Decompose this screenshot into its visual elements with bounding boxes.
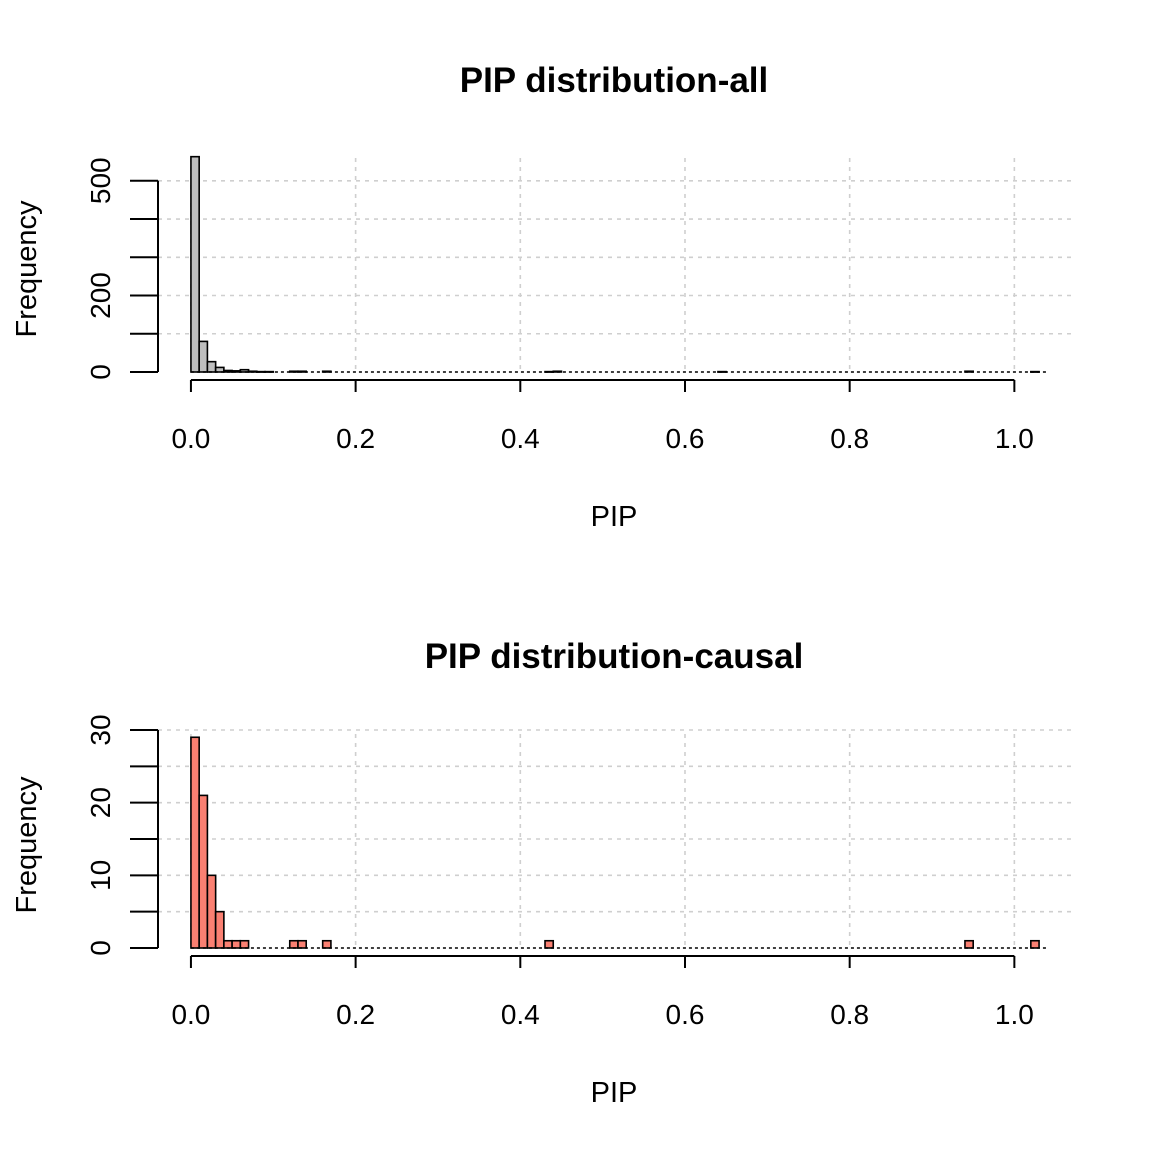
x-tick-label: 0.8 (830, 423, 869, 454)
grid-lines (158, 158, 1072, 372)
x-tick-label: 0.8 (830, 999, 869, 1030)
x-tick-label: 0.2 (336, 423, 375, 454)
chart-title: PIP distribution-all (460, 61, 769, 100)
histogram-bar (190, 736, 200, 949)
histogram-bar (198, 794, 209, 949)
histogram-bar (206, 360, 217, 373)
y-tick-label: 200 (85, 272, 116, 319)
bars (190, 736, 1040, 949)
y-tick-label: 0 (85, 364, 116, 380)
histogram-bar (321, 939, 332, 949)
y-axis-label: Frequency (11, 776, 43, 914)
bars (190, 155, 1040, 373)
histogram-bar (206, 874, 217, 949)
x-tick-label: 1.0 (995, 423, 1034, 454)
x-axis-label: PIP (591, 1077, 638, 1109)
histogram-bar (544, 939, 555, 949)
y-tick-label: 10 (85, 860, 116, 891)
y-axis: 0 200 500 (85, 157, 159, 380)
x-tick-label: 0.4 (501, 999, 540, 1030)
grid-lines (158, 729, 1072, 948)
y-tick-label: 0 (85, 940, 116, 956)
y-tick-label: 30 (85, 714, 116, 745)
chart-title: PIP distribution-causal (425, 637, 804, 676)
x-tick-label: 0.0 (171, 423, 210, 454)
y-axis: 0 10 20 30 (85, 714, 159, 956)
x-axis-label: PIP (591, 501, 638, 533)
histogram-bar (1030, 939, 1040, 949)
histogram-bar (231, 939, 242, 949)
histogram-bar (288, 939, 299, 949)
histogram-bar (223, 939, 233, 949)
x-tick-label: 1.0 (995, 999, 1034, 1030)
y-tick-label: 20 (85, 787, 116, 818)
x-axis: 0.0 0.2 0.4 0.6 0.8 1.0 (171, 955, 1034, 1030)
histogram-bar (239, 939, 250, 949)
histogram-bar (964, 939, 974, 949)
x-tick-label: 0.6 (666, 999, 705, 1030)
histogram-bar (190, 155, 200, 373)
x-tick-label: 0.4 (501, 423, 540, 454)
x-tick-label: 0.6 (666, 423, 705, 454)
histogram-bar (198, 340, 209, 373)
histogram-bar (297, 939, 308, 949)
y-tick-label: 500 (85, 157, 116, 204)
x-axis: 0.0 0.2 0.4 0.6 0.8 1.0 (171, 379, 1034, 454)
x-tick-label: 0.2 (336, 999, 375, 1030)
x-tick-label: 0.0 (171, 999, 210, 1030)
histogram-bar (214, 910, 225, 949)
y-axis-label: Frequency (11, 200, 43, 338)
